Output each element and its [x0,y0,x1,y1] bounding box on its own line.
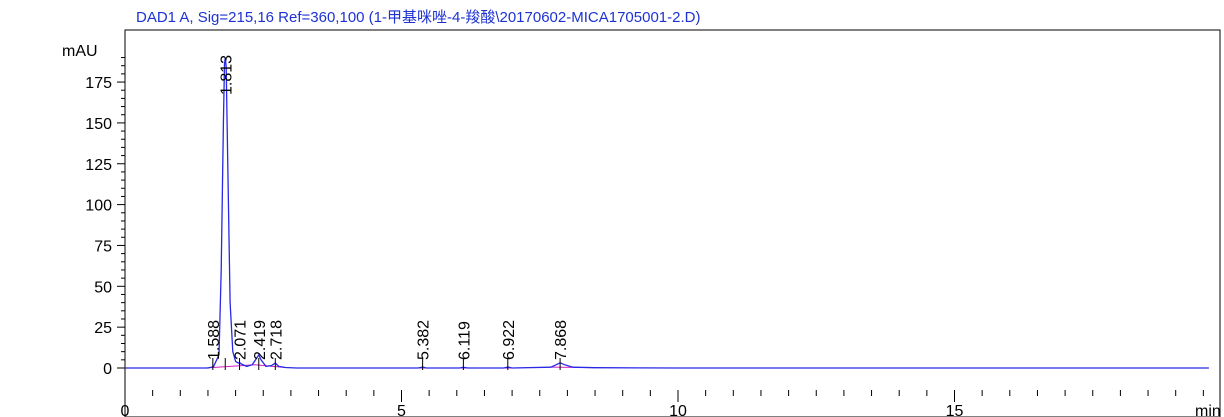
axes: 0 25 50 75 100 125 150 175 0 5 10 15 [85,57,1204,417]
y-tick-label: 175 [85,75,112,92]
peak-label: 5.382 [416,320,433,360]
integration-baseline [205,364,255,369]
y-tick-label: 50 [94,279,112,296]
trace [125,57,1209,369]
peak-label: 7.868 [553,320,570,360]
peak-label: 2.718 [268,320,285,360]
x-tick-label: 15 [946,403,964,417]
y-tick-label: 150 [85,116,112,133]
x-axis-label: min [1195,403,1221,417]
x-tick-label: 5 [397,403,406,417]
plot-frame [124,29,1221,417]
peak-label: 1.588 [206,320,223,360]
y-tick-label: 0 [103,361,112,378]
y-tick-label: 100 [85,198,112,215]
y-tick-label: 25 [94,320,112,337]
peak-label: 1.813 [218,55,235,95]
chart-title: DAD1 A, Sig=215,16 Ref=360,100 (1-甲基咪唑-4… [136,9,701,26]
signal-trace [125,57,1209,369]
peak-label: 6.119 [456,321,473,360]
y-tick-label: 125 [85,157,112,174]
y-tick-label: 75 [94,238,112,255]
peak-label: 2.419 [252,320,269,360]
x-tick-label: 10 [669,403,687,417]
peak-labels: 1.588 1.813 2.071 2.419 2.718 5.382 6.119 6.922… [206,55,570,370]
x-tick-label: 0 [121,403,130,417]
peak-label: 6.922 [501,320,518,360]
peak-label: 2.071 [233,320,250,360]
y-axis-label: mAU [62,43,98,60]
